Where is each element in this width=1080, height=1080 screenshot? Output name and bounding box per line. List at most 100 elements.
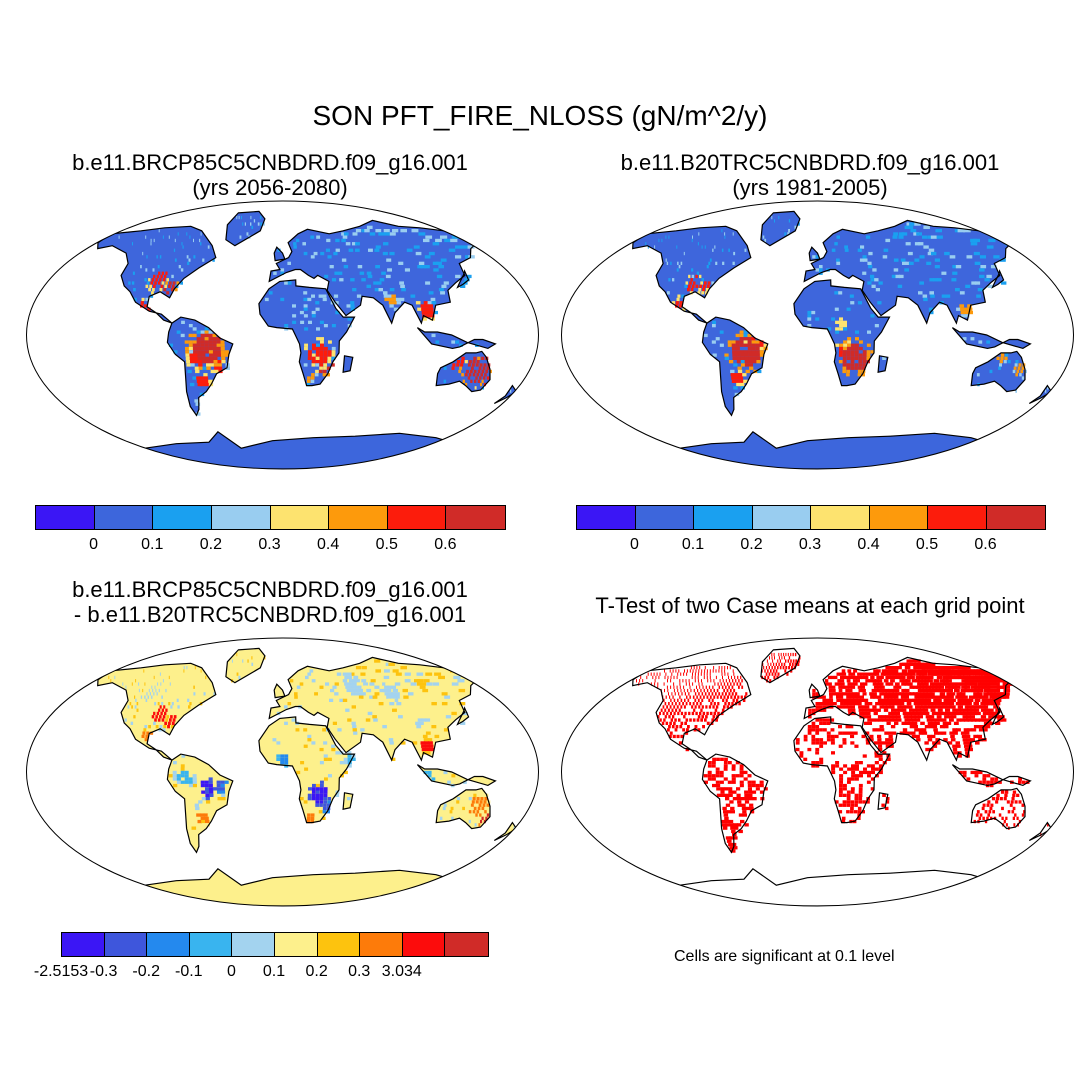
grid-cell <box>319 369 323 374</box>
grid-cell <box>420 682 427 686</box>
grid-cell <box>762 662 764 666</box>
grid-cell <box>759 350 764 354</box>
grid-cell <box>807 314 812 318</box>
grid-cell <box>887 695 892 699</box>
grid-cell <box>343 232 349 236</box>
grid-cell <box>418 721 424 725</box>
grid-cell <box>322 297 327 302</box>
grid-cell <box>983 692 990 696</box>
grid-cell <box>811 741 816 745</box>
grid-cell <box>879 725 884 729</box>
grid-cell <box>699 284 703 288</box>
grid-cell <box>880 728 885 732</box>
grid-cell <box>388 301 394 305</box>
grid-cell <box>389 251 395 256</box>
grid-cell <box>739 780 744 784</box>
grid-cell <box>436 274 443 279</box>
grid-cell <box>972 695 979 699</box>
grid-cell <box>722 261 725 265</box>
grid-cell <box>898 708 903 712</box>
grid-cell <box>891 731 897 735</box>
grid-cell <box>882 793 886 797</box>
grid-cell <box>787 232 790 236</box>
grid-cell <box>860 698 865 702</box>
grid-cell <box>850 698 855 702</box>
grid-cell <box>185 356 190 360</box>
grid-cell <box>284 721 288 725</box>
grid-cell <box>194 803 199 807</box>
grid-cell <box>401 288 406 292</box>
grid-cell <box>890 679 895 683</box>
grid-cell <box>404 672 411 676</box>
grid-cell <box>831 767 836 771</box>
grid-cell <box>878 688 883 693</box>
grid-cell <box>180 780 185 784</box>
grid-cell <box>331 363 335 367</box>
grid-cell <box>731 376 736 380</box>
grid-cell <box>909 222 916 226</box>
grid-cell <box>276 754 281 758</box>
grid-cell <box>819 738 824 742</box>
grid-cell <box>398 698 404 702</box>
grid-cell <box>1004 356 1008 360</box>
grid-cell <box>324 274 329 279</box>
grid-cell <box>713 711 717 716</box>
grid-cell <box>378 232 384 236</box>
grid-cell <box>858 353 863 357</box>
grid-cell <box>468 819 471 824</box>
grid-cell <box>853 695 857 699</box>
colorbar-swatch <box>869 506 928 529</box>
grid-cell <box>792 659 795 663</box>
grid-cell <box>253 219 256 223</box>
grid-cell <box>703 780 708 784</box>
grid-cell <box>151 278 155 282</box>
grid-cell <box>428 741 433 745</box>
grid-cell <box>323 360 328 364</box>
grid-cell <box>264 297 269 302</box>
grid-cell <box>692 669 694 673</box>
grid-cell <box>664 688 665 693</box>
grid-cell <box>989 806 993 811</box>
grid-cell <box>892 235 898 239</box>
grid-cell <box>990 702 997 706</box>
colorbar-tick-label: 0.3 <box>258 536 281 553</box>
grid-cell <box>1003 819 1006 824</box>
grid-cell <box>993 711 1000 716</box>
grid-cell <box>731 685 734 689</box>
grid-cell <box>292 304 296 308</box>
grid-cell <box>686 669 688 673</box>
grid-cell <box>327 800 331 804</box>
grid-cell <box>678 718 681 722</box>
grid-cell <box>203 810 208 814</box>
grid-cell <box>138 682 140 686</box>
grid-cell <box>144 695 146 699</box>
grid-cell <box>866 711 871 716</box>
grid-cell <box>161 718 165 722</box>
grid-cell <box>181 242 183 246</box>
grid-cell <box>208 783 213 788</box>
grid-cell <box>350 682 355 686</box>
grid-cell <box>733 826 739 830</box>
grid-cell <box>846 679 851 683</box>
grid-cell <box>986 774 991 778</box>
grid-cell <box>695 274 698 279</box>
grid-cell <box>453 675 461 680</box>
grid-cell <box>132 242 133 246</box>
landmass-indonesia <box>952 764 1031 786</box>
grid-cell <box>679 695 681 699</box>
grid-cell <box>472 373 476 377</box>
grid-cell <box>314 692 318 696</box>
grid-cell <box>989 695 996 699</box>
grid-cell <box>961 685 968 689</box>
grid-cell <box>974 770 979 775</box>
grid-cell <box>846 675 850 680</box>
grid-cell <box>668 278 671 282</box>
grid-cell <box>444 238 452 243</box>
grid-cell <box>854 744 859 748</box>
grid-cell <box>1003 797 1007 801</box>
grid-cell <box>844 685 849 689</box>
coastline <box>225 210 266 247</box>
colorbar-tick-label: 0.3 <box>348 963 371 980</box>
grid-cell <box>311 793 316 797</box>
grid-cell <box>1020 369 1024 374</box>
